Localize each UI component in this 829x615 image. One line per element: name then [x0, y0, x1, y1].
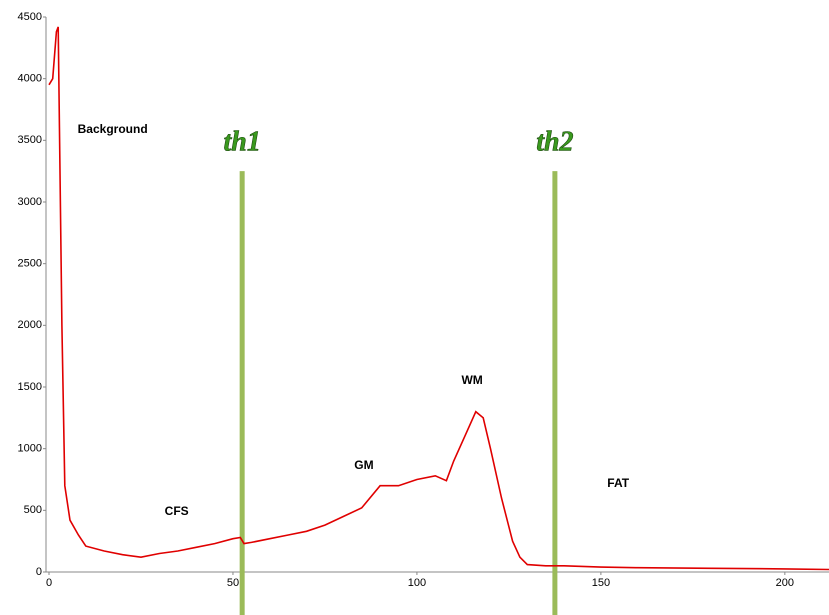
x-tick-label: 0	[46, 577, 52, 589]
threshold-label: th2	[536, 127, 573, 158]
annotation: Background	[78, 122, 148, 136]
y-tick-label: 2500	[18, 258, 42, 270]
y-tick-label: 4000	[18, 73, 42, 85]
annotation: WM	[461, 373, 482, 387]
threshold-label: th1	[223, 127, 260, 158]
data-line	[48, 26, 829, 571]
y-tick-label: 4500	[18, 11, 42, 23]
x-tick-label: 150	[592, 577, 610, 589]
y-tick-label: 2000	[18, 319, 42, 331]
y-tick-label: 3500	[18, 134, 42, 146]
annotation: GM	[354, 458, 373, 472]
annotation: FAT	[607, 476, 629, 490]
x-tick-label: 50	[227, 577, 239, 589]
x-tick-label: 200	[776, 577, 794, 589]
y-tick-label: 1500	[18, 381, 42, 393]
annotation: CFS	[165, 504, 189, 518]
y-tick-label: 3000	[18, 196, 42, 208]
y-tick-label: 1000	[18, 443, 42, 455]
y-tick-label: 500	[24, 504, 42, 516]
y-tick-label: 0	[36, 566, 42, 578]
x-tick-label: 100	[408, 577, 426, 589]
